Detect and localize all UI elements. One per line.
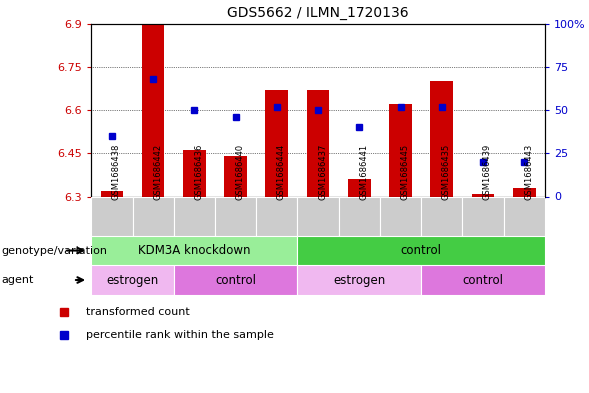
Bar [297, 196, 339, 236]
Text: transformed count: transformed count [87, 307, 190, 317]
Bar [91, 196, 133, 236]
Text: GSM1686439: GSM1686439 [483, 143, 492, 200]
Bar [472, 194, 494, 196]
Bar [101, 191, 123, 196]
Bar [297, 265, 421, 295]
Bar [462, 196, 504, 236]
Text: GSM1686443: GSM1686443 [524, 143, 533, 200]
Bar [339, 196, 380, 236]
Text: GSM1686435: GSM1686435 [442, 143, 451, 200]
Text: KDM3A knockdown: KDM3A knockdown [138, 244, 251, 257]
Bar [297, 236, 545, 265]
Text: GSM1686440: GSM1686440 [236, 143, 244, 200]
Bar [348, 179, 370, 196]
Text: control: control [401, 244, 442, 257]
Text: GSM1686436: GSM1686436 [194, 143, 203, 200]
Bar [266, 90, 288, 196]
Bar [174, 196, 215, 236]
Bar [421, 196, 462, 236]
Title: GDS5662 / ILMN_1720136: GDS5662 / ILMN_1720136 [227, 6, 409, 20]
Text: GSM1686445: GSM1686445 [401, 143, 409, 200]
Bar [421, 265, 545, 295]
Bar [513, 188, 535, 196]
Bar [307, 90, 329, 196]
Bar [215, 196, 256, 236]
Bar [256, 196, 297, 236]
Bar [174, 265, 297, 295]
Bar [183, 151, 206, 196]
Text: GSM1686437: GSM1686437 [318, 143, 327, 200]
Bar [133, 196, 174, 236]
Text: agent: agent [1, 275, 34, 285]
Text: estrogen: estrogen [107, 274, 158, 286]
Bar [91, 236, 297, 265]
Text: GSM1686441: GSM1686441 [359, 143, 368, 200]
Text: GSM1686438: GSM1686438 [112, 143, 121, 200]
Bar [431, 81, 453, 196]
Text: percentile rank within the sample: percentile rank within the sample [87, 331, 274, 340]
Bar [389, 104, 412, 196]
Text: control: control [462, 274, 504, 286]
Bar [380, 196, 421, 236]
Bar [91, 265, 174, 295]
Text: GSM1686442: GSM1686442 [153, 143, 162, 200]
Bar [224, 156, 247, 196]
Bar [142, 24, 164, 196]
Text: control: control [215, 274, 256, 286]
Text: GSM1686444: GSM1686444 [277, 143, 286, 200]
Text: genotype/variation: genotype/variation [1, 246, 107, 255]
Text: estrogen: estrogen [333, 274, 385, 286]
Bar [504, 196, 545, 236]
